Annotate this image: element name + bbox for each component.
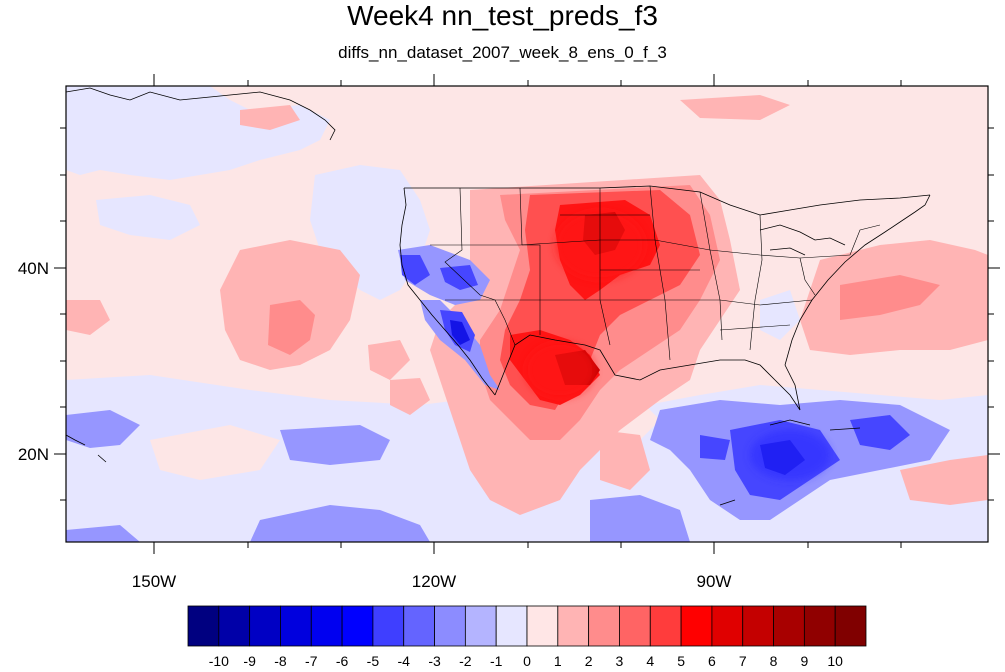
map-field	[66, 86, 988, 542]
colorbar-label: -1	[490, 653, 503, 669]
colorbar-swatch	[742, 605, 774, 647]
colorbar-label: 4	[646, 653, 654, 669]
colorbar-label: -5	[367, 653, 380, 669]
colorbar-swatch	[187, 605, 220, 647]
colorbar-swatch	[310, 605, 343, 647]
colorbar-label: 1	[554, 653, 562, 669]
colorbar-label: 2	[585, 653, 593, 669]
colorbar-label: -4	[398, 653, 411, 669]
colorbar-swatch	[495, 605, 528, 647]
colorbar-swatch	[372, 605, 405, 647]
colorbar-swatch	[341, 605, 374, 647]
colorbar-label: -8	[274, 653, 287, 669]
colorbar-swatch	[803, 605, 836, 647]
colorbar-label: -3	[428, 653, 441, 669]
colorbar-label: -6	[336, 653, 349, 669]
colorbar-label: -2	[459, 653, 472, 669]
colorbar-label: -10	[209, 653, 229, 669]
colorbar-label: -7	[305, 653, 318, 669]
colorbar-swatch	[218, 605, 251, 647]
axis-ticks	[54, 74, 1000, 554]
lon-label-150w: 150W	[132, 572, 176, 591]
colorbar-label: 6	[708, 653, 716, 669]
state-boundaries	[430, 185, 881, 361]
colorbar-label: 9	[800, 653, 808, 669]
lat-label-40n: 40N	[18, 259, 49, 278]
colorbar-swatch	[249, 605, 281, 647]
colorbar-label: 0	[523, 653, 531, 669]
lon-label-120w: 120W	[412, 572, 456, 591]
colorbar-swatch	[834, 605, 867, 647]
colorbar-swatch	[526, 605, 559, 647]
colorbar-swatch	[464, 605, 497, 647]
lon-label-90w: 90W	[697, 572, 732, 591]
colorbar-swatch	[557, 605, 590, 647]
map-title: Week4 nn_test_preds_f3	[347, 0, 658, 31]
colorbar-label: -9	[243, 653, 256, 669]
colorbar-swatch	[588, 605, 620, 647]
colorbar-swatch	[649, 605, 682, 647]
lat-label-20n: 20N	[18, 445, 49, 464]
colorbar-swatch	[773, 605, 805, 647]
colorbar-swatch	[680, 605, 713, 647]
colorbar-label: 10	[827, 653, 843, 669]
colorbar-label: 8	[770, 653, 778, 669]
colorbar-swatch	[434, 605, 466, 647]
colorbar-label: 3	[616, 653, 624, 669]
colorbar-swatch	[403, 605, 435, 647]
colorbar: -10 -9 -8 -7 -6 -5 -4 -3 -2 -1 0 1 2 3 4 5 6 7 8 9 10	[187, 605, 867, 669]
colorbar-swatch	[711, 605, 744, 647]
colorbar-label: 7	[739, 653, 747, 669]
map-subtitle: diffs_nn_dataset_2007_week_8_ens_0_f_3	[338, 43, 667, 62]
colorbar-swatch	[280, 605, 312, 647]
colorbar-label: 5	[677, 653, 685, 669]
colorbar-swatch	[619, 605, 651, 647]
